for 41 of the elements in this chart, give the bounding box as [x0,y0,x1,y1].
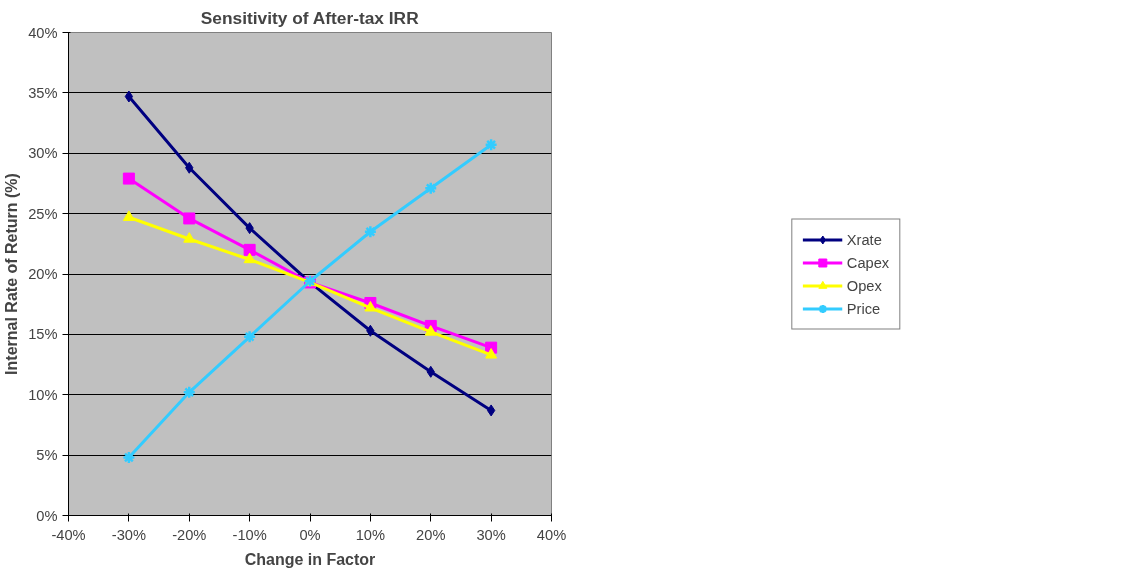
y-tick-label: 35% [28,84,58,101]
y-tick-label: 40% [28,24,58,41]
x-tick-label: 20% [416,526,446,543]
y-tick-label: 30% [28,145,58,162]
legend-label: Opex [846,277,882,293]
point [183,232,196,243]
x-tick-label: -20% [172,526,207,543]
point [182,385,196,400]
chart-title: Sensitivity of After-tax IRR [200,7,420,28]
x-tick-label: 10% [355,526,386,543]
point [243,243,256,256]
y-tick-label: 0% [36,507,58,524]
x-tick-label: 30% [476,526,506,543]
legend-label: Xrate [846,231,882,247]
y-tick-label: 25% [28,205,58,222]
x-tick-label: -30% [111,526,146,543]
point [485,348,498,359]
point [484,138,498,152]
point [243,252,256,264]
point [183,212,196,225]
y-tick-label: 15% [28,326,58,343]
legend-label: Price [846,300,881,316]
y-tick-label: 20% [28,266,58,282]
point [122,450,136,465]
x-tick-label: 40% [536,526,567,543]
x-tick-label: -40% [51,526,86,543]
point [424,325,437,336]
y-tick-label: 5% [36,447,58,464]
y-axis-title: Internal Rate of Return (%) [3,173,21,375]
point [124,90,134,103]
y-tick-label: 10% [28,386,58,403]
point [122,172,135,185]
point [424,181,438,196]
x-tick-label: 0% [299,526,321,543]
x-axis-title: Change in Factor [244,550,376,568]
point [363,224,378,239]
point [242,330,257,344]
point [122,210,135,221]
x-tick-label: -10% [232,526,267,543]
point [486,404,496,417]
legend-label: Capex [846,254,890,270]
